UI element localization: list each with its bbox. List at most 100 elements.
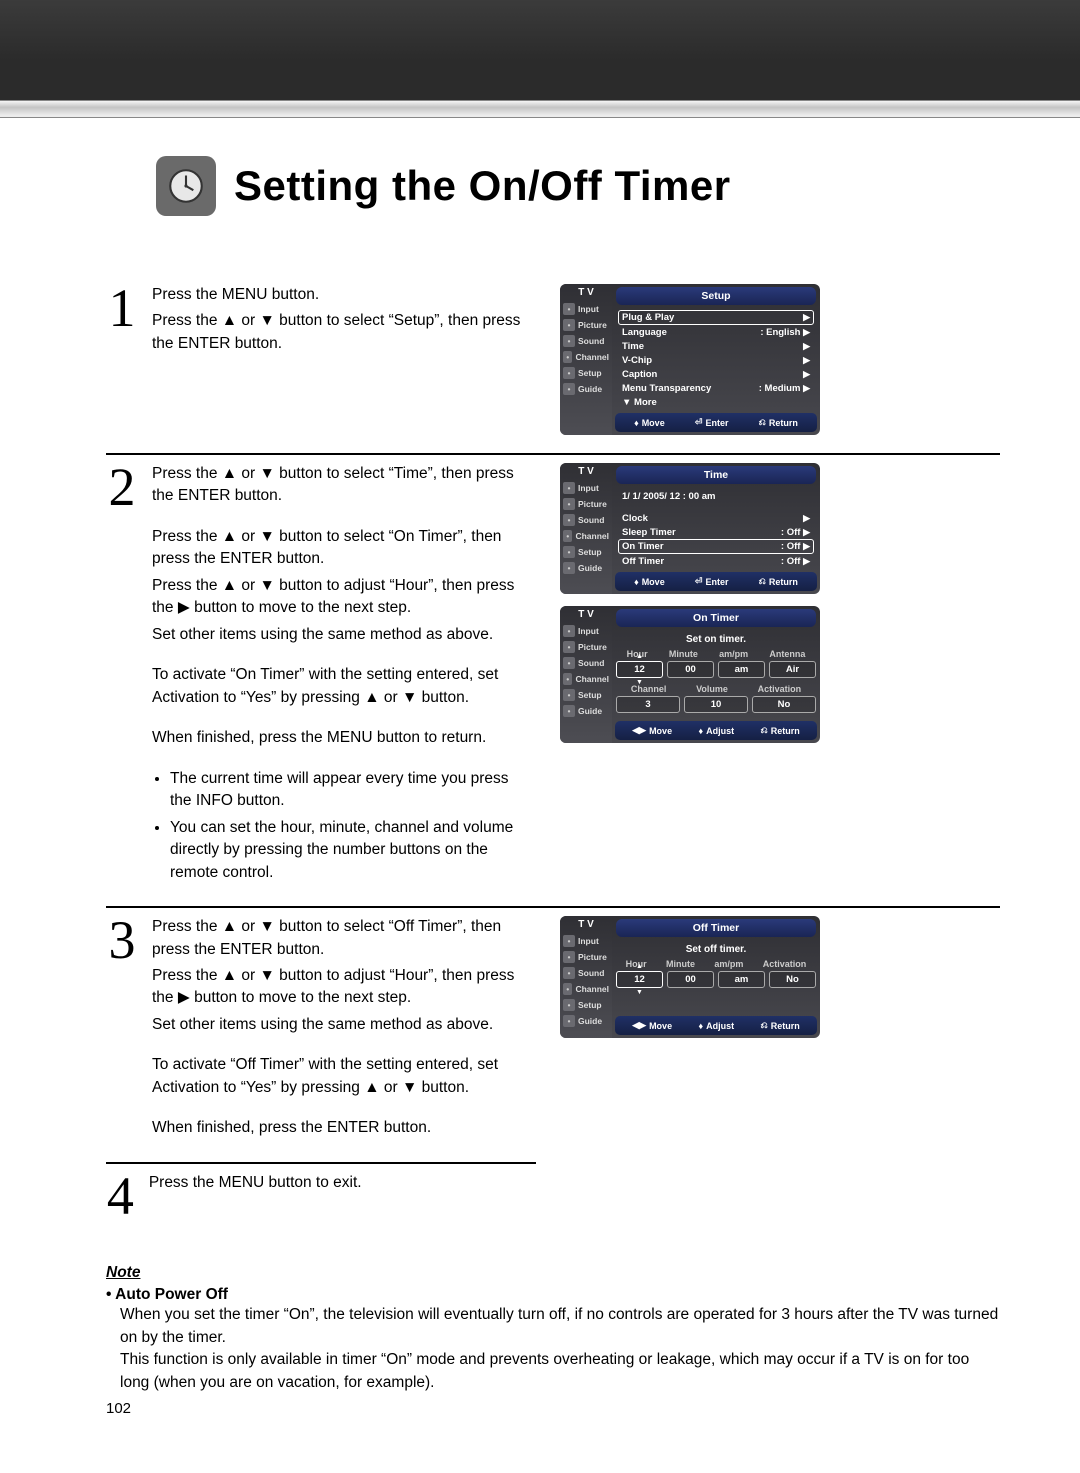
step-text: To activate “Off Timer” with the setting… bbox=[152, 1054, 534, 1099]
osd-tv-label: T V bbox=[560, 606, 612, 623]
osd-side-label: Channel bbox=[575, 352, 609, 362]
osd-row-label: Menu Transparency bbox=[622, 383, 711, 394]
osd-value-row: 3 10 No bbox=[612, 694, 820, 719]
osd-col-label: Volume bbox=[696, 684, 728, 694]
osd-row-label: Caption bbox=[622, 369, 657, 380]
step-3: 3 Press the ▲ or ▼ button to select “Off… bbox=[106, 906, 1000, 1162]
page: Setting the On/Off Timer 1 Press the MEN… bbox=[0, 0, 1080, 1457]
osd-value-box: 00 bbox=[667, 661, 714, 678]
osd-side-label: Sound bbox=[578, 968, 604, 978]
channel-icon: • bbox=[563, 530, 572, 542]
step-number: 4 bbox=[106, 1172, 135, 1221]
osd-value-box: 10 bbox=[684, 696, 748, 713]
osd-col-label: am/pm bbox=[719, 649, 748, 659]
osd-side-item: •Channel bbox=[560, 671, 612, 687]
osd-side-label: Picture bbox=[578, 642, 607, 652]
osd-value-box: 00 bbox=[667, 971, 714, 988]
step-text: Press the MENU button. bbox=[152, 284, 534, 306]
page-title: Setting the On/Off Timer bbox=[234, 162, 731, 210]
osd-rows: Plug & Play▶ Language: English ▶ Time▶ V… bbox=[612, 308, 820, 411]
osd-side-label: Channel bbox=[575, 531, 609, 541]
osd-foot-label: Enter bbox=[705, 577, 728, 587]
osd-row-label: ▼ More bbox=[622, 397, 657, 408]
osd-title: Off Timer bbox=[616, 919, 816, 937]
step-text: Set other items using the same method as… bbox=[152, 1014, 534, 1036]
osd-row: Time▶ bbox=[618, 339, 814, 353]
osd-side-item: •Channel bbox=[560, 981, 612, 997]
osd-main: On Timer Set on timer. Hour Minute am/pm… bbox=[612, 606, 820, 743]
osd-row-label: Language bbox=[622, 327, 667, 338]
osd-value-box: Air bbox=[769, 661, 816, 678]
osd-foot-move: ♦ Move bbox=[634, 417, 665, 428]
osd-foot-enter: ⏎ Enter bbox=[695, 417, 729, 428]
osd-row-label: Plug & Play bbox=[622, 312, 674, 323]
osd-side-item: •Picture bbox=[560, 317, 612, 333]
step-text: When finished, press the MENU button to … bbox=[152, 727, 534, 749]
setup-icon: • bbox=[563, 999, 575, 1011]
osd-value-box: am bbox=[718, 661, 765, 678]
osd-footer: ◀▶ Move ♦ Adjust ⎌ Return bbox=[615, 721, 817, 740]
osd-foot-enter: ⏎ Enter bbox=[695, 576, 729, 587]
chevron-right-icon: ▶ bbox=[803, 556, 810, 566]
step-body: Press the ▲ or ▼ button to select “Off T… bbox=[152, 916, 534, 1144]
osd-foot-return: ⎌ Return bbox=[759, 417, 798, 428]
osd-title: Time bbox=[616, 466, 816, 484]
osd-row-value: : Off bbox=[781, 556, 801, 567]
osd-footer: ♦ Move ⏎ Enter ⎌ Return bbox=[615, 413, 817, 432]
osd-foot-label: Return bbox=[769, 577, 798, 587]
osd-side-label: Guide bbox=[578, 563, 602, 573]
step-text: Press the ▲ or ▼ button to select “Off T… bbox=[152, 916, 534, 961]
osd-value-box: No bbox=[769, 971, 816, 988]
sound-icon: • bbox=[563, 514, 575, 526]
osd-side-label: Input bbox=[578, 936, 599, 946]
osd-foot-label: Move bbox=[642, 577, 665, 587]
note-block: Note • Auto Power Off When you set the t… bbox=[106, 1264, 1000, 1417]
osd-foot-label: Move bbox=[649, 726, 672, 736]
osd-side-item: •Setup bbox=[560, 544, 612, 560]
osd-foot-return: ⎌ Return bbox=[761, 725, 800, 736]
osd-column: T V •Input •Picture •Sound •Channel •Set… bbox=[560, 916, 820, 1038]
guide-icon: • bbox=[563, 562, 575, 574]
osd-value-row: 12 00 am Air bbox=[612, 659, 820, 684]
picture-icon: • bbox=[563, 951, 575, 963]
chevron-right-icon: ▶ bbox=[803, 327, 810, 337]
osd-side-item: •Picture bbox=[560, 949, 612, 965]
title-row: Setting the On/Off Timer bbox=[156, 156, 1000, 216]
step-bullets: The current time will appear every time … bbox=[152, 768, 534, 884]
osd-row-label: V-Chip bbox=[622, 355, 652, 366]
osd-side-item: •Picture bbox=[560, 639, 612, 655]
osd-side-item: •Guide bbox=[560, 1013, 612, 1029]
guide-icon: • bbox=[563, 383, 575, 395]
osd-tv-label: T V bbox=[560, 284, 612, 301]
page-number: 102 bbox=[106, 1400, 1000, 1417]
osd-side-item: •Channel bbox=[560, 349, 612, 365]
osd-title: Setup bbox=[616, 287, 816, 305]
osd-col-label: Minute bbox=[666, 959, 695, 969]
osd-foot-label: Enter bbox=[705, 418, 728, 428]
osd-foot-adjust: ♦ Adjust bbox=[699, 1020, 735, 1031]
step-text: Press the MENU button to exit. bbox=[149, 1172, 536, 1194]
osd-row: Sleep Timer: Off ▶ bbox=[618, 525, 814, 539]
osd-side-label: Sound bbox=[578, 336, 604, 346]
osd-foot-label: Adjust bbox=[706, 1021, 734, 1031]
osd-foot-label: Return bbox=[771, 726, 800, 736]
osd-col-label: Activation bbox=[763, 959, 807, 969]
osd-side-label: Channel bbox=[575, 984, 609, 994]
osd-side-item: •Input bbox=[560, 933, 612, 949]
chevron-right-icon: ▶ bbox=[803, 513, 810, 524]
step-2: 2 Press the ▲ or ▼ button to select “Tim… bbox=[106, 453, 1000, 906]
chevron-right-icon: ▶ bbox=[803, 341, 810, 352]
input-icon: • bbox=[563, 935, 575, 947]
input-icon: • bbox=[563, 303, 575, 315]
osd-row-label: Sleep Timer bbox=[622, 527, 676, 538]
chevron-right-icon: ▶ bbox=[803, 527, 810, 537]
osd-foot-label: Move bbox=[642, 418, 665, 428]
osd-row-label: Clock bbox=[622, 513, 648, 524]
osd-side-label: Input bbox=[578, 304, 599, 314]
osd-col-label: Minute bbox=[669, 649, 698, 659]
osd-foot-label: Return bbox=[771, 1021, 800, 1031]
osd-footer: ♦ Move ⏎ Enter ⎌ Return bbox=[615, 572, 817, 591]
osd-row-value: : Medium bbox=[759, 383, 801, 394]
osd-side-label: Setup bbox=[578, 368, 602, 378]
chevron-right-icon: ▶ bbox=[803, 541, 810, 551]
